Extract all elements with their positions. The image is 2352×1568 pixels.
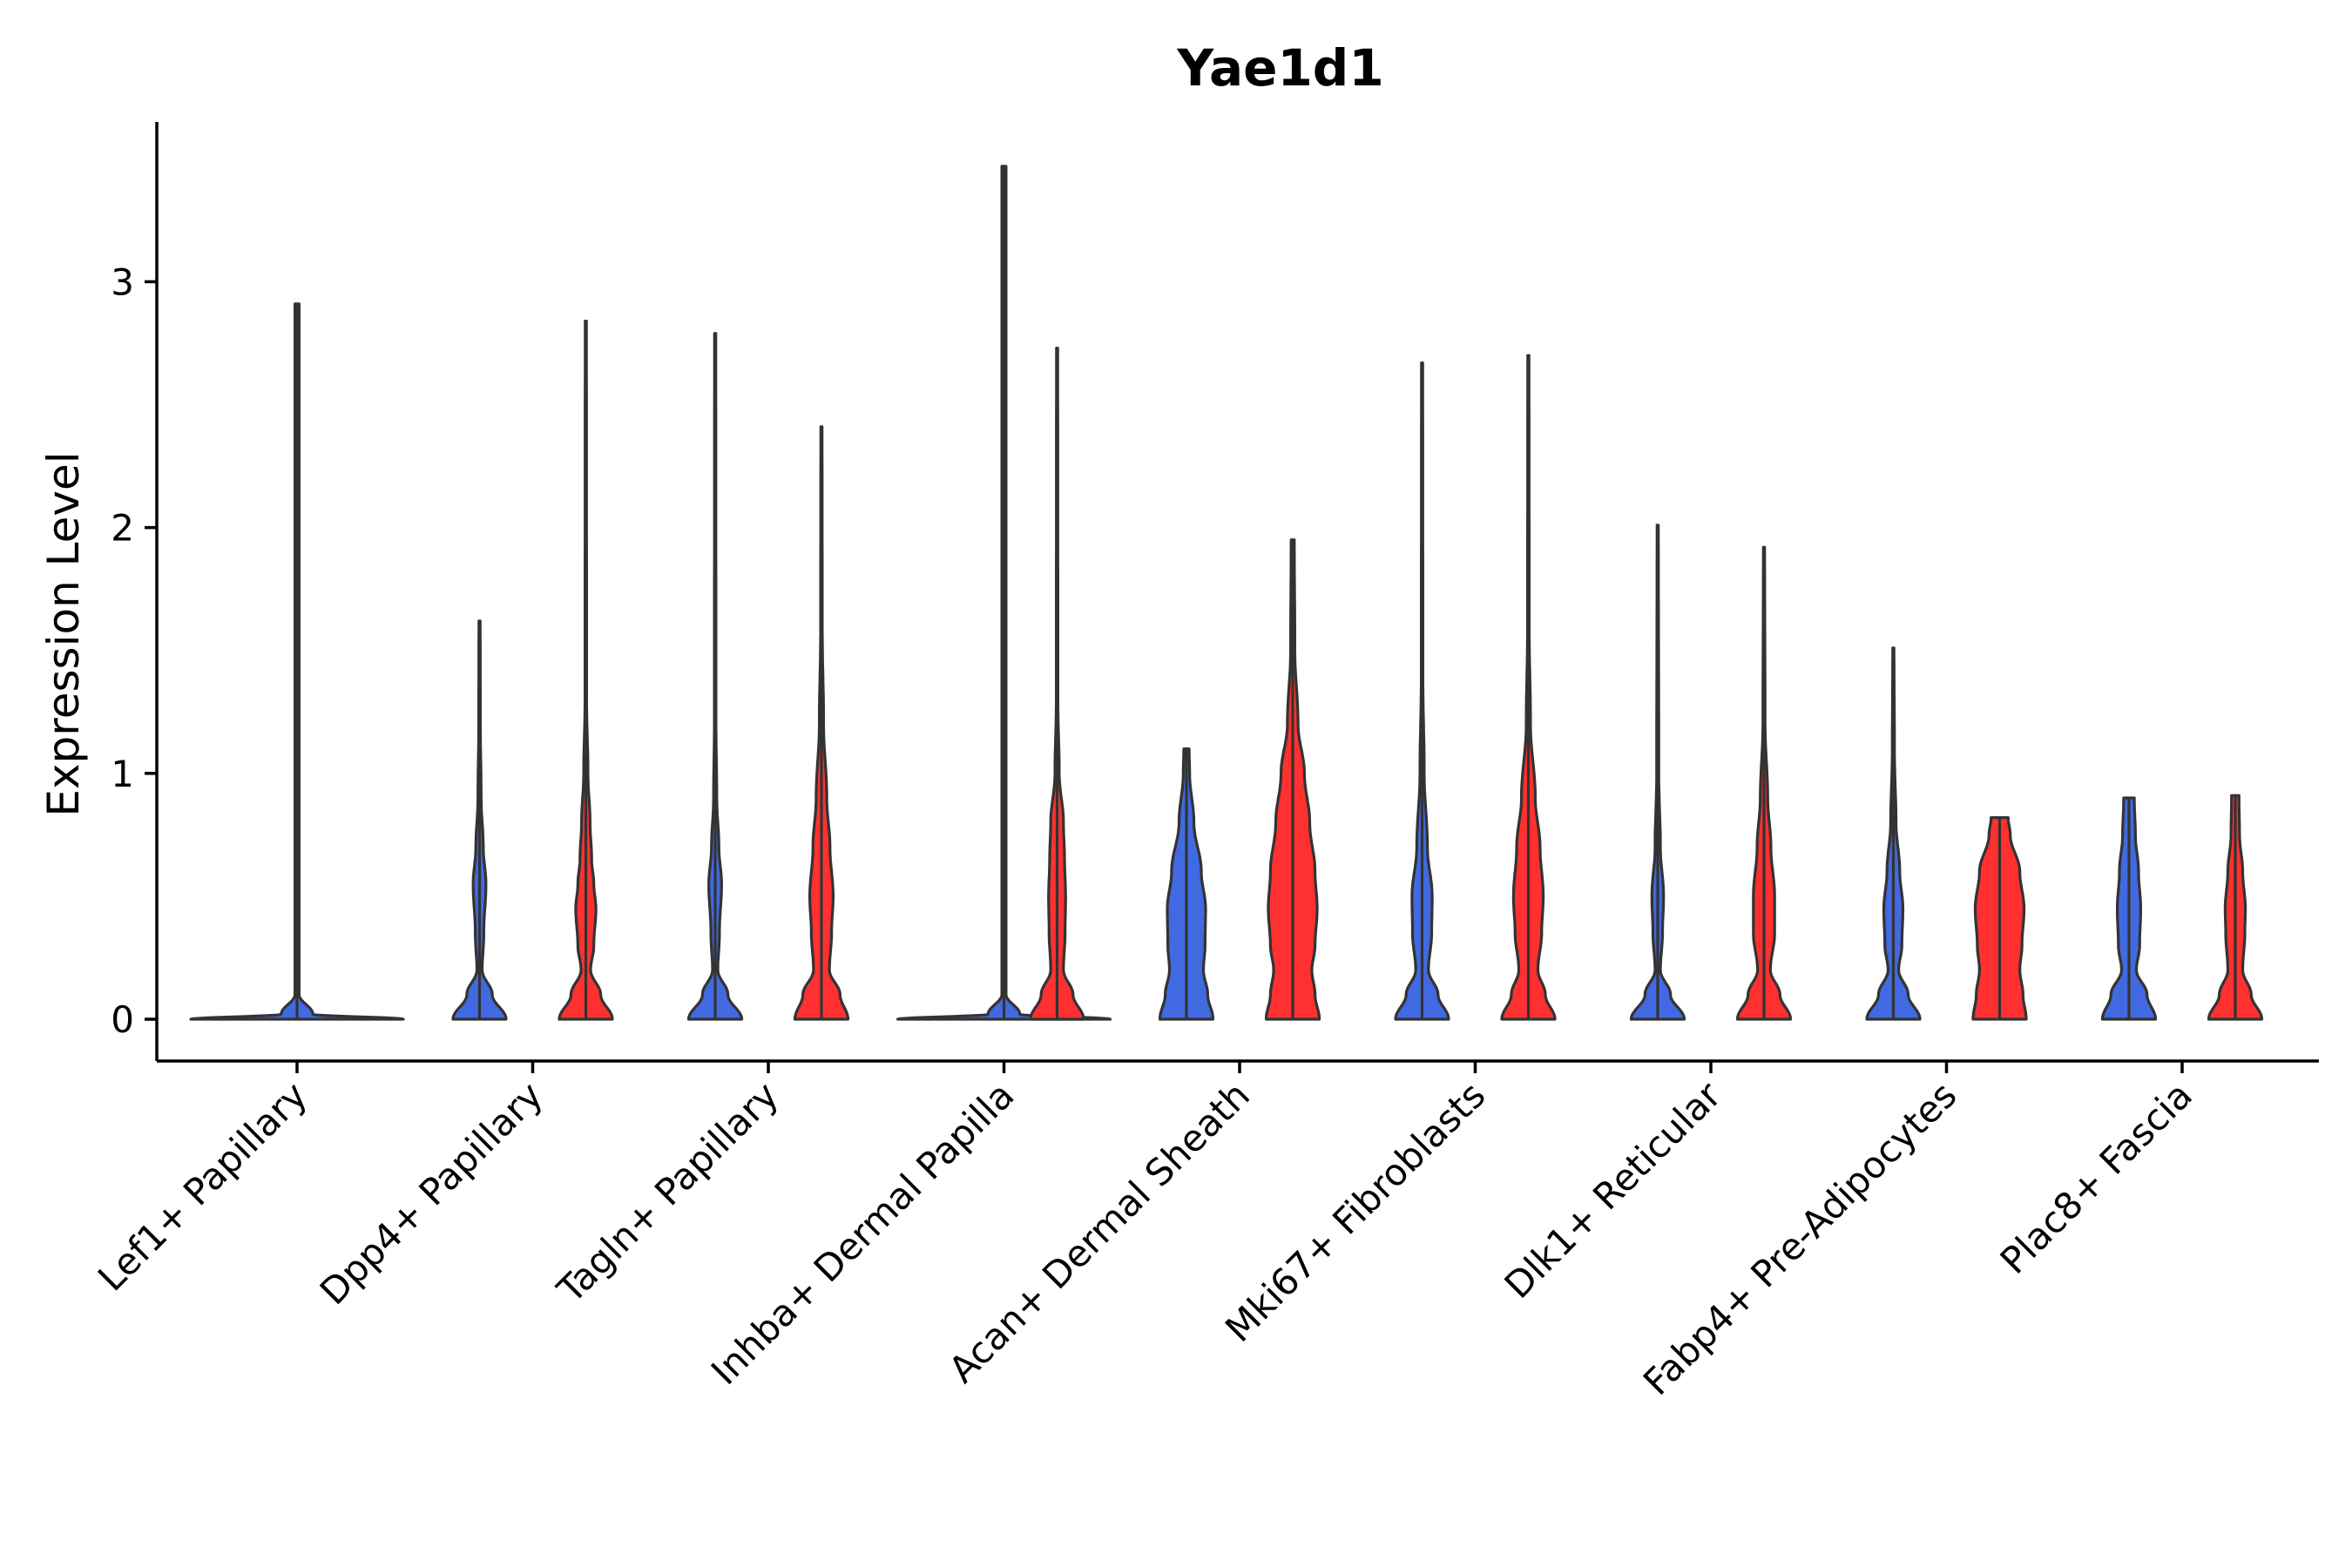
y-tick-label: 3 [111,260,134,303]
y-axis: 0 1 2 3 [111,122,159,1061]
violin-group [189,165,2264,1021]
x-tick-label: Mki67+ Fibroblasts [1217,1073,1493,1349]
chart-title: Yae1d1 [1176,38,1383,98]
y-tick-label: 0 [111,998,134,1041]
y-tick-label: 2 [111,507,134,550]
x-tick-label: Dlk1+ Reticular [1497,1073,1730,1307]
x-tick-label: Tagln+ Papillary [549,1073,787,1311]
x-tick-label: Dpp4+ Papillary [312,1073,551,1313]
y-tick-label: 1 [111,753,134,795]
x-tick-label: Lef1+ Papillary [90,1073,315,1299]
y-axis-label: Expression Level [38,451,89,816]
x-tick-label: Plac8+ Fascia [1992,1073,2200,1281]
